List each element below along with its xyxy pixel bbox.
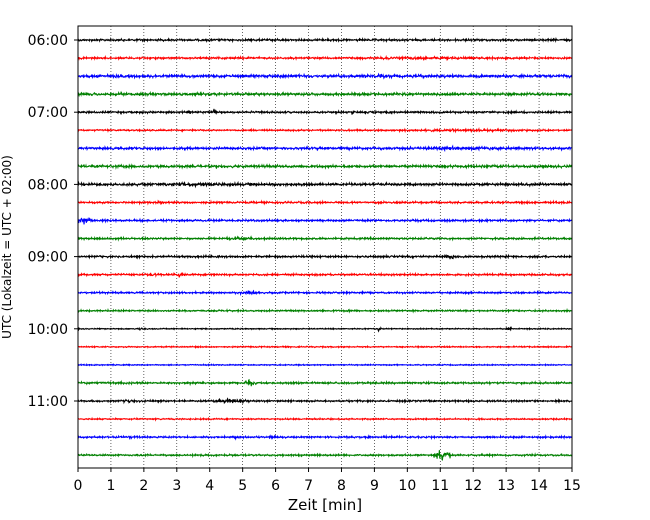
x-tick-label: 5 (238, 478, 247, 494)
trace-0930 (77, 289, 573, 297)
trace-0700 (77, 108, 573, 116)
trace-1115 (77, 416, 573, 422)
y-tick-label: 11:00 (28, 394, 68, 410)
trace-group (77, 36, 573, 461)
x-tick-label: 11 (431, 478, 449, 494)
trace-1145 (77, 450, 573, 461)
trace-0645 (77, 90, 573, 98)
trace-0900 (77, 253, 573, 260)
trace-1015 (78, 344, 573, 350)
x-axis-label: Zeit [min] (288, 496, 362, 514)
trace-0600 (77, 36, 573, 44)
trace-0945 (77, 307, 573, 314)
x-tick-label: 6 (271, 478, 280, 494)
trace-0815 (77, 199, 573, 206)
y-tick-label: 07:00 (28, 105, 68, 121)
x-tick-label: 13 (497, 478, 515, 494)
y-axis: 06:00 07:00 08:00 09:00 10:00 11:00 (28, 33, 78, 410)
trace-0915 (77, 271, 573, 278)
trace-0800 (77, 180, 573, 189)
y-tick-label: 08:00 (28, 177, 68, 193)
y-tick-label: 10:00 (28, 322, 68, 338)
y-axis-label: UTC (Lokalzeit = UTC + 02:00) (0, 155, 14, 339)
x-tick-label: 7 (304, 478, 313, 494)
x-tick-label: 3 (172, 478, 181, 494)
x-tick-label: 4 (205, 478, 214, 494)
x-axis: 0 1 2 3 4 5 6 7 8 9 10 11 12 13 14 15 (74, 468, 581, 494)
x-tick-label: 8 (337, 478, 346, 494)
trace-0630 (77, 72, 573, 80)
trace-1100 (77, 397, 573, 405)
x-tick-label: 2 (139, 478, 148, 494)
trace-0830 (77, 217, 573, 225)
x-tick-label: 9 (370, 478, 379, 494)
trace-0845 (77, 235, 573, 242)
trace-1000 (77, 326, 573, 333)
y-tick-label: 06:00 (28, 33, 68, 49)
trace-1130 (77, 434, 573, 441)
y-tick-label: 09:00 (28, 250, 68, 266)
trace-0730 (77, 144, 573, 153)
x-tick-label: 14 (530, 478, 548, 494)
plot-frame (77, 25, 573, 469)
trace-0715 (77, 127, 573, 134)
x-tick-label: 15 (563, 478, 581, 494)
x-tick-label: 12 (464, 478, 482, 494)
x-tick-label: 10 (398, 478, 416, 494)
trace-1030 (77, 362, 573, 367)
trace-0615 (77, 54, 573, 62)
trace-0745 (77, 162, 573, 170)
x-tick-label: 1 (106, 478, 115, 494)
x-tick-label: 0 (74, 478, 83, 494)
trace-1045 (77, 378, 573, 387)
